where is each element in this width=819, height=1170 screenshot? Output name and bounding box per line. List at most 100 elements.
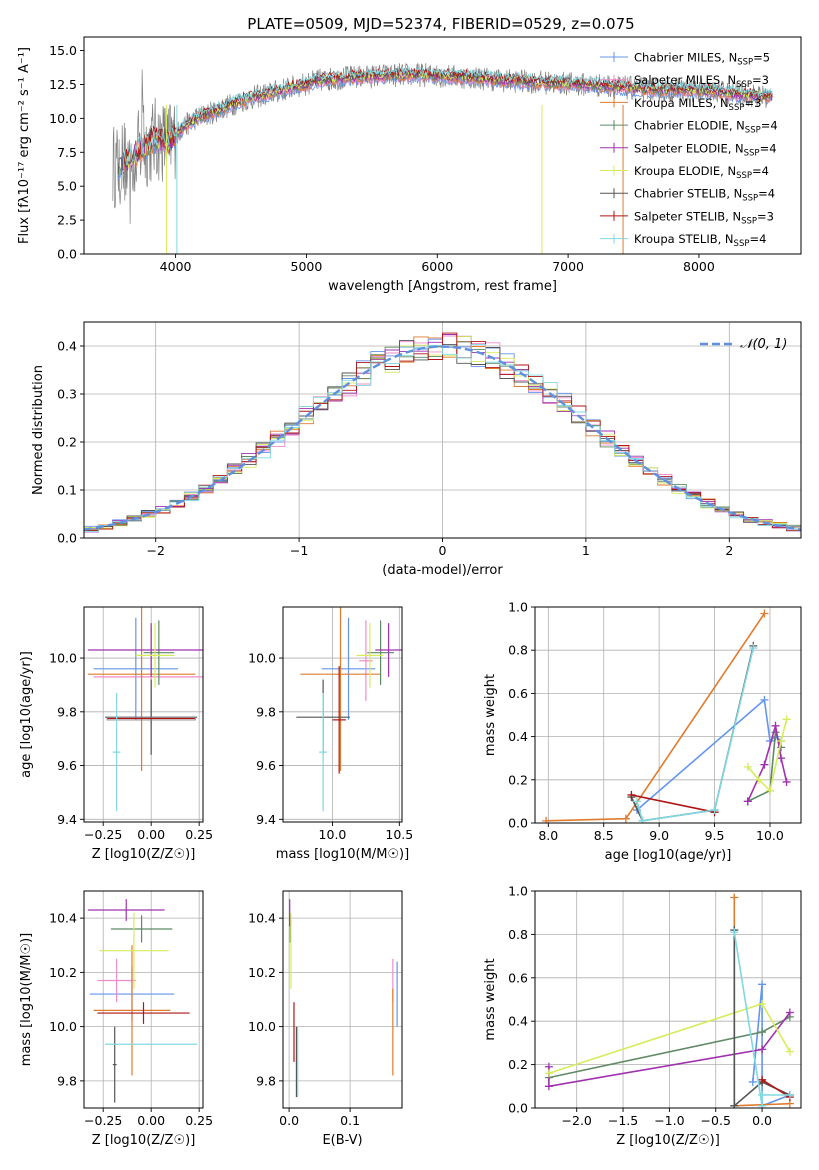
weight-point	[544, 1069, 553, 1078]
y-tick-label: 0.4	[508, 729, 528, 744]
legend-label: 𝒩(0, 1)	[740, 337, 787, 352]
legend-label: Kroupa MILES, NSSP=3	[634, 96, 761, 113]
axes-frame	[534, 890, 802, 1109]
x-tick-label: 10.0	[756, 828, 784, 843]
legend-label: Kroupa ELODIE, NSSP=4	[634, 164, 769, 181]
errorbar-chabrier-elodie	[110, 915, 173, 943]
weight-point	[782, 715, 791, 724]
x-tick-label: 10.0	[319, 827, 347, 842]
axes-frame	[83, 36, 802, 255]
legend-label: Chabrier STELIB, NSSP=4	[634, 187, 775, 204]
x-tick-label: 0.1	[340, 1113, 360, 1128]
x-axis-label: Z [log10(Z/Z☉)]	[616, 1133, 720, 1148]
x-tick-label: 8000	[683, 259, 715, 274]
x-tick-label: 0.0	[752, 1113, 772, 1128]
weight-point	[782, 777, 791, 786]
x-tick-label: 8.5	[594, 828, 614, 843]
x-tick-label: 0.00	[137, 827, 165, 842]
y-axis-label: age [log10(age/yr)]	[19, 651, 34, 778]
y-tick-label: 0.4	[57, 339, 77, 354]
x-tick-label: 4000	[160, 259, 192, 274]
x-tick-label: 0.00	[137, 1113, 165, 1128]
legend-label: Salpeter MILES, NSSP=3	[634, 73, 769, 90]
errorbar-kroupa-elodie	[99, 912, 169, 989]
y-tick-label: 10.0	[248, 651, 276, 666]
x-axis-label: Z [log10(Z/Z☉)]	[92, 847, 196, 862]
errorbar-salpeter-miles	[359, 620, 373, 702]
y-axis-label: Flux [fλ10⁻¹⁷ erg cm⁻² s⁻¹ A⁻¹]	[17, 47, 32, 244]
gridlines	[84, 607, 203, 822]
residuals-axes: −2 −1 0 1 2 0.0 0.1 0.2 0.3 0.4 (data-model)/error…	[31, 321, 802, 578]
x-tick-label: 0.25	[185, 827, 213, 842]
model-spectrum-chabrier-stelib	[117, 67, 773, 174]
x-tick-label: 0.25	[185, 1113, 213, 1128]
errorbar-kroupa-stelib	[319, 693, 328, 812]
weight-point	[777, 754, 786, 763]
weight-point	[710, 806, 719, 815]
axes-frame	[282, 606, 403, 823]
y-tick-label: 0.8	[508, 927, 528, 942]
weight-point	[758, 1101, 767, 1108]
errorbar-salpeter-stelib	[106, 716, 196, 721]
mass-vs-z-axes: −0.25 0.00 0.25 9.8 10.0 10.2 10.4 Z [log10(Z/Z…	[19, 890, 213, 1148]
x-tick-label: 1	[582, 543, 590, 558]
x-axis-label: Z [log10(Z/Z☉)]	[92, 1133, 196, 1148]
legend-label: Salpeter STELIB, NSSP=3	[634, 209, 774, 226]
plot-area	[544, 893, 794, 1108]
y-tick-label: 0.3	[57, 387, 77, 402]
weight-point	[765, 786, 774, 795]
weight-point	[749, 644, 758, 653]
weight-point	[627, 790, 636, 799]
x-tick-label: −0.25	[84, 1113, 122, 1128]
y-axis-label: mass weight	[483, 958, 498, 1040]
weight-point	[771, 721, 780, 730]
weight-point	[758, 980, 767, 989]
y-tick-label: 0.4	[508, 1014, 528, 1029]
weight-line-kroupa-miles	[542, 609, 769, 823]
y-tick-label: 10.0	[49, 1019, 77, 1034]
y-tick-label: 10.4	[49, 911, 77, 926]
y-tick-label: 0.8	[508, 643, 528, 658]
x-tick-label: 7000	[552, 259, 584, 274]
weight-point	[748, 1077, 757, 1086]
errorbar-salpeter-miles	[97, 958, 136, 1003]
y-tick-label: 5.0	[57, 179, 77, 194]
errorbar-salpeter-stelib	[97, 1002, 190, 1024]
y-tick-label: 7.5	[57, 145, 77, 160]
errorbar-kroupa-miles	[87, 607, 196, 771]
errorbar-salpeter-stelib	[332, 666, 346, 774]
plot-area	[296, 607, 402, 812]
y-tick-label: 10.0	[49, 111, 77, 126]
x-axis-label: mass [log10(M/M☉)]	[276, 847, 409, 862]
weight-line	[546, 613, 766, 822]
y-tick-label: 2.5	[57, 213, 77, 228]
x-axis-label: wavelength [Angstrom, rest frame]	[328, 279, 557, 294]
weight-point	[632, 797, 641, 806]
weight-line-kroupa-elodie	[544, 999, 794, 1078]
errorbar-kroupa-elodie	[135, 623, 175, 688]
y-tick-label: 0.1	[57, 483, 77, 498]
weight-point	[760, 760, 769, 769]
weight-line	[636, 647, 755, 822]
errorbar-kroupa-miles	[93, 945, 171, 1076]
y-tick-label: 0.0	[508, 1101, 528, 1116]
gridlines	[283, 891, 402, 1108]
weight-point	[777, 736, 786, 745]
spectrum-legend: Chabrier MILES, NSSP=5 Salpeter MILES, NS…	[600, 51, 778, 249]
y-tick-label: 12.5	[49, 77, 77, 92]
x-axis-label: age [log10(age/yr)]	[605, 848, 732, 863]
axes-frame	[534, 606, 802, 824]
y-tick-label: 10.0	[248, 1019, 276, 1034]
gridlines	[84, 891, 203, 1108]
x-tick-label: −2	[146, 543, 164, 558]
age-vs-z-axes: −0.25 0.00 0.25 9.4 9.6 9.8 10.0 Z [log10(Z/Z☉)…	[19, 606, 213, 862]
x-tick-label: −0.5	[701, 1113, 731, 1128]
legend-label: Salpeter ELODIE, NSSP=4	[634, 141, 777, 158]
weight-line-kroupa-stelib	[730, 928, 794, 1108]
plot-area	[84, 332, 801, 538]
y-tick-label: 0.0	[57, 531, 77, 546]
normal-distribution-curve	[84, 345, 801, 531]
y-axis-label: mass weight	[483, 674, 498, 756]
errorbar-kroupa-miles	[300, 607, 381, 771]
